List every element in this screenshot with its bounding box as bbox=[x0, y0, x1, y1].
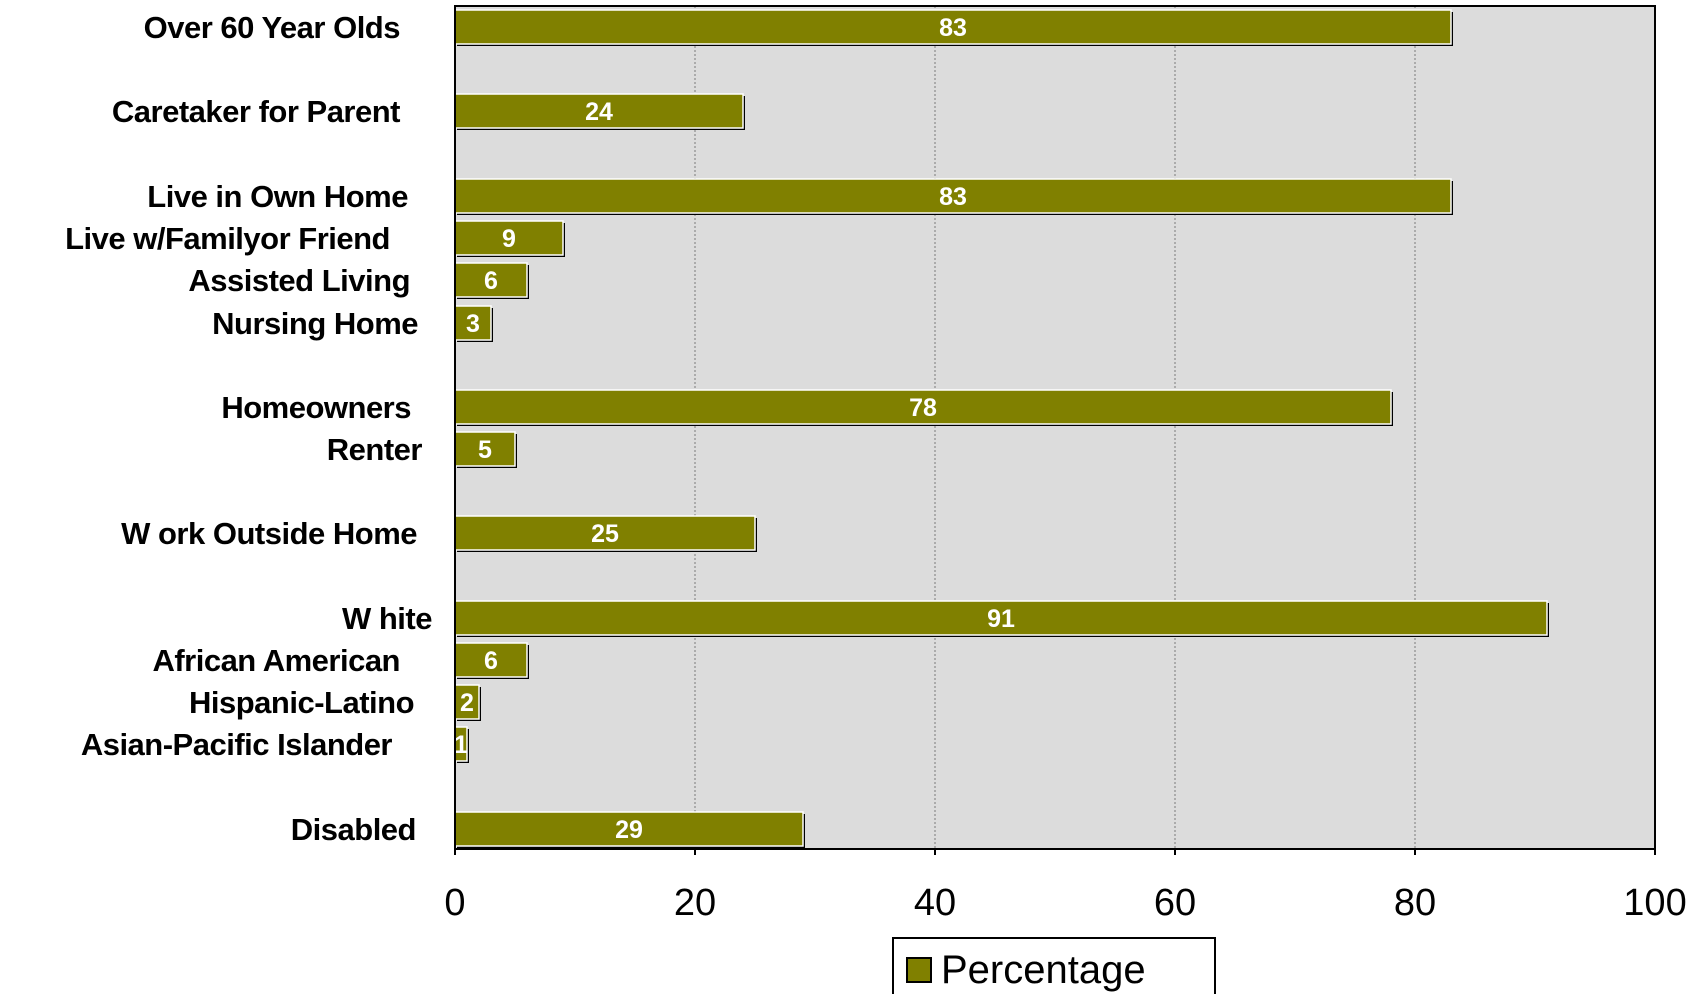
bar bbox=[454, 262, 528, 298]
bar bbox=[454, 9, 1452, 45]
bar-value-label: 29 bbox=[615, 816, 643, 844]
category-label: Caretaker for Parent bbox=[112, 94, 400, 129]
category-label: Homeowners bbox=[221, 390, 411, 425]
legend-label: Percentage bbox=[941, 948, 1146, 992]
category-label: Over 60 Year Olds bbox=[144, 10, 400, 45]
bar-value-label: 9 bbox=[502, 225, 516, 253]
bar bbox=[454, 220, 564, 256]
category-label: Asian-Pacific Islander bbox=[81, 727, 393, 762]
bar bbox=[454, 93, 744, 129]
x-tick-label: 60 bbox=[1154, 882, 1196, 924]
bar-value-label: 24 bbox=[585, 98, 613, 126]
plot-area bbox=[455, 6, 1655, 849]
bar-value-label: 91 bbox=[987, 605, 1015, 633]
category-labels: Over 60 Year Olds Caretaker for Parent Liv… bbox=[65, 10, 433, 847]
category-label: Live w/Familyor Friend bbox=[65, 221, 390, 256]
bar-value-label: 1 bbox=[454, 731, 468, 759]
category-label: W hite bbox=[342, 601, 432, 636]
bar-value-label: 83 bbox=[939, 183, 967, 211]
bar-value-label: 78 bbox=[909, 394, 937, 422]
category-label: Disabled bbox=[291, 812, 416, 847]
bar bbox=[454, 305, 492, 341]
bar bbox=[454, 515, 756, 551]
bar bbox=[454, 389, 1392, 425]
bar bbox=[454, 178, 1452, 214]
grid-lines bbox=[694, 6, 1416, 849]
bar-value-label: 5 bbox=[478, 436, 492, 464]
legend-box bbox=[892, 937, 1216, 994]
x-tick-label: 0 bbox=[444, 882, 465, 924]
bar-value-label: 3 bbox=[466, 310, 480, 338]
x-tick-label: 20 bbox=[674, 882, 716, 924]
bar-value-label: 6 bbox=[484, 267, 498, 295]
category-label: Live in Own Home bbox=[147, 179, 408, 214]
plot-frame bbox=[454, 5, 1656, 850]
category-label: W ork Outside Home bbox=[121, 516, 417, 551]
bar-value-label: 25 bbox=[591, 520, 619, 548]
category-label: Renter bbox=[327, 432, 423, 467]
category-label: Nursing Home bbox=[212, 306, 418, 341]
legend-swatch bbox=[906, 957, 932, 983]
x-axis-ticks: 0 20 40 60 80 100 bbox=[444, 849, 1687, 924]
bar bbox=[454, 642, 528, 678]
category-label: African American bbox=[152, 643, 400, 678]
x-tick-label: 40 bbox=[914, 882, 956, 924]
category-label: Assisted Living bbox=[188, 263, 410, 298]
bar-value-label: 83 bbox=[939, 14, 967, 42]
bar-value-label: 2 bbox=[460, 689, 474, 717]
x-tick-label: 80 bbox=[1394, 882, 1436, 924]
category-label: Hispanic-Latino bbox=[189, 685, 414, 720]
bar-value-label: 6 bbox=[484, 647, 498, 675]
bar bbox=[454, 811, 804, 847]
bar bbox=[454, 600, 1548, 636]
x-tick-label: 100 bbox=[1623, 882, 1686, 924]
legend: Percentage bbox=[892, 937, 1216, 994]
